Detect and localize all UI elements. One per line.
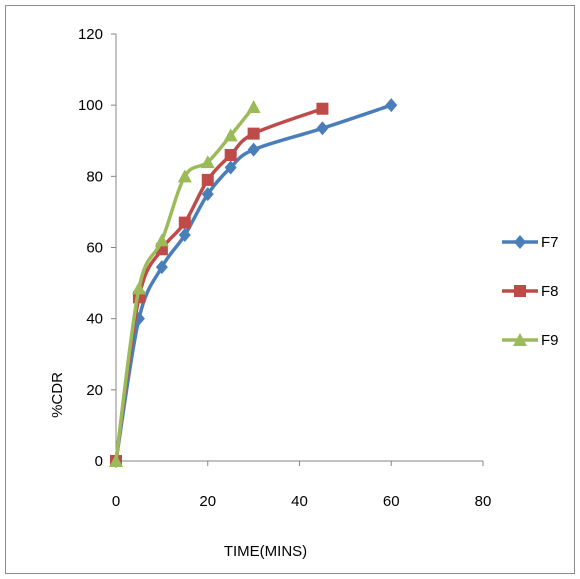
series-f9-point [131, 281, 146, 295]
series-f8-point [178, 216, 191, 229]
series-f8-point [247, 127, 260, 140]
y-tick-label: 60 [86, 240, 103, 257]
series-f8-point [224, 148, 237, 161]
x-tick-label: 40 [291, 493, 308, 510]
series-f7 [110, 98, 398, 468]
series-f7-point [201, 187, 214, 202]
y-tick-label: 120 [78, 26, 103, 43]
y-tick-label: 80 [86, 168, 103, 185]
legend-label: F8 [541, 283, 559, 300]
axes [115, 34, 483, 462]
series-f9-point [109, 454, 123, 467]
series-f8-point [201, 173, 214, 186]
series-f8-line [114, 107, 324, 462]
legend-swatch-marker [514, 285, 526, 297]
y-tick-label: 20 [86, 382, 103, 399]
y-tick-label: 0 [95, 453, 103, 470]
series-f9-point [200, 155, 215, 169]
legend-item-f7: F7 [502, 234, 559, 251]
series-f7-point [224, 160, 237, 175]
legend-swatch-marker [513, 333, 527, 346]
series-f9-point [246, 99, 261, 113]
series-f9-point [223, 128, 238, 142]
x-tick-label: 0 [112, 493, 120, 510]
legend: F7 F8 F9 [502, 234, 559, 349]
y-tick-label: 100 [78, 97, 103, 114]
legend-item-f9: F9 [502, 332, 559, 349]
y-axis-ticks: 0 20 40 60 80 100 120 [78, 26, 116, 470]
legend-swatch-marker [514, 235, 526, 249]
series-f8 [110, 102, 329, 467]
series-f7-point [316, 121, 329, 136]
series-f9 [109, 99, 261, 467]
series-f8-point [316, 102, 329, 115]
legend-label: F7 [541, 234, 559, 251]
x-axis-ticks: 0 20 40 60 80 [112, 461, 492, 510]
legend-item-f8: F8 [502, 283, 559, 300]
legend-label: F9 [541, 332, 559, 349]
series-f7-point [385, 98, 398, 113]
series-f7-point [247, 142, 260, 157]
x-axis-title: TIME(MINS) [224, 543, 307, 560]
y-tick-label: 40 [86, 311, 103, 328]
y-axis-title: %CDR [49, 372, 66, 418]
series-f7-line [114, 103, 392, 462]
chart-frame [5, 5, 575, 574]
x-tick-label: 20 [199, 493, 216, 510]
series-f7-point [178, 228, 191, 243]
x-tick-label: 60 [383, 493, 400, 510]
x-tick-label: 80 [475, 493, 492, 510]
series-layer [109, 98, 398, 468]
series-f7-point [155, 260, 168, 275]
series-f9-point [154, 233, 169, 247]
series-f9-point [177, 169, 192, 183]
